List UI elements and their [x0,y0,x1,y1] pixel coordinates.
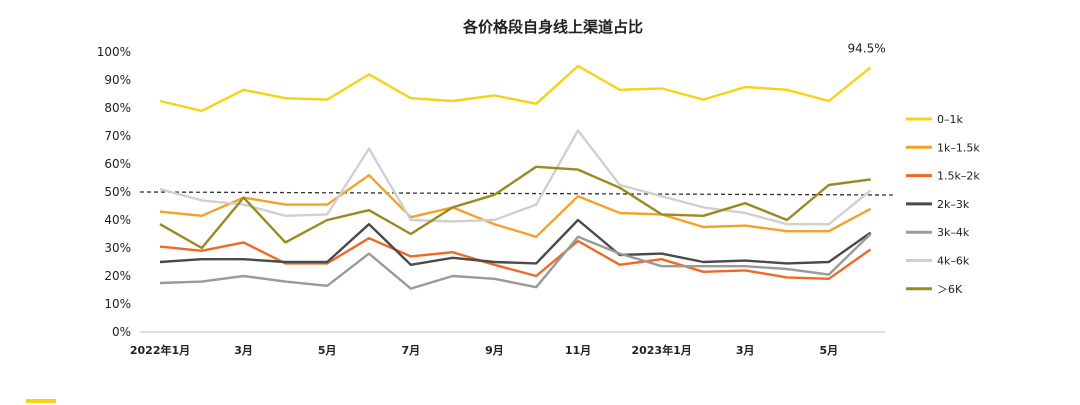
x-tick-label: 5月 [318,344,337,357]
x-axis: 2022年1月 3月 5月 7月 9月 11月 2023年1月 3月 5月 [130,331,885,357]
series-line [159,165,871,250]
series-line [159,236,872,280]
y-tick-label: 30% [104,241,131,255]
legend-label: 0–1k [937,113,963,126]
footer-color-mark [26,399,56,403]
legend: 0–1k 1k–1.5k 1.5k–2k 2k–3k 3k–4k 4k–6k ＞6K [906,113,980,296]
y-tick-label: 100% [97,45,131,59]
legend-label: 1.5k–2k [937,170,980,183]
x-tick-label: 2022年1月 [130,343,190,357]
x-tick-label: 9月 [485,344,504,357]
y-tick-label: 80% [104,101,131,115]
legend-label: 2k–3k [937,198,970,211]
y-tick-label: 20% [104,269,131,283]
reference-line-group [139,191,894,196]
series-line [159,64,872,113]
y-tick-label: 90% [104,73,131,87]
series-line [159,173,872,239]
x-tick-label: 7月 [401,344,420,357]
x-tick-label: 3月 [736,344,755,357]
reference-line [139,191,894,196]
y-tick-label: 10% [104,297,131,311]
chart-title: 各价格段自身线上渠道占比 [462,18,643,36]
series-line [159,233,872,290]
y-tick-label: 70% [104,129,131,143]
legend-label: 3k–4k [937,226,970,239]
legend-label: 1k–1.5k [937,141,980,154]
series-line [159,218,872,266]
y-tick-label: 0% [112,325,131,339]
y-axis: 100% 90% 80% 70% 60% 50% 40% 30% 20% 10% 0% [97,45,131,339]
x-tick-label: 11月 [565,344,591,357]
series-line [159,129,872,226]
y-tick-label: 40% [104,213,131,227]
y-tick-label: 60% [104,157,131,171]
y-tick-label: 50% [104,185,131,199]
peak-annotation: 94.5% [848,41,886,55]
x-tick-label: 3月 [234,344,253,357]
x-tick-label: 2023年1月 [631,343,691,357]
x-tick-label: 5月 [819,344,838,357]
legend-label: 4k–6k [937,255,970,268]
legend-label: ＞6K [937,283,963,296]
series-lines [159,64,872,290]
